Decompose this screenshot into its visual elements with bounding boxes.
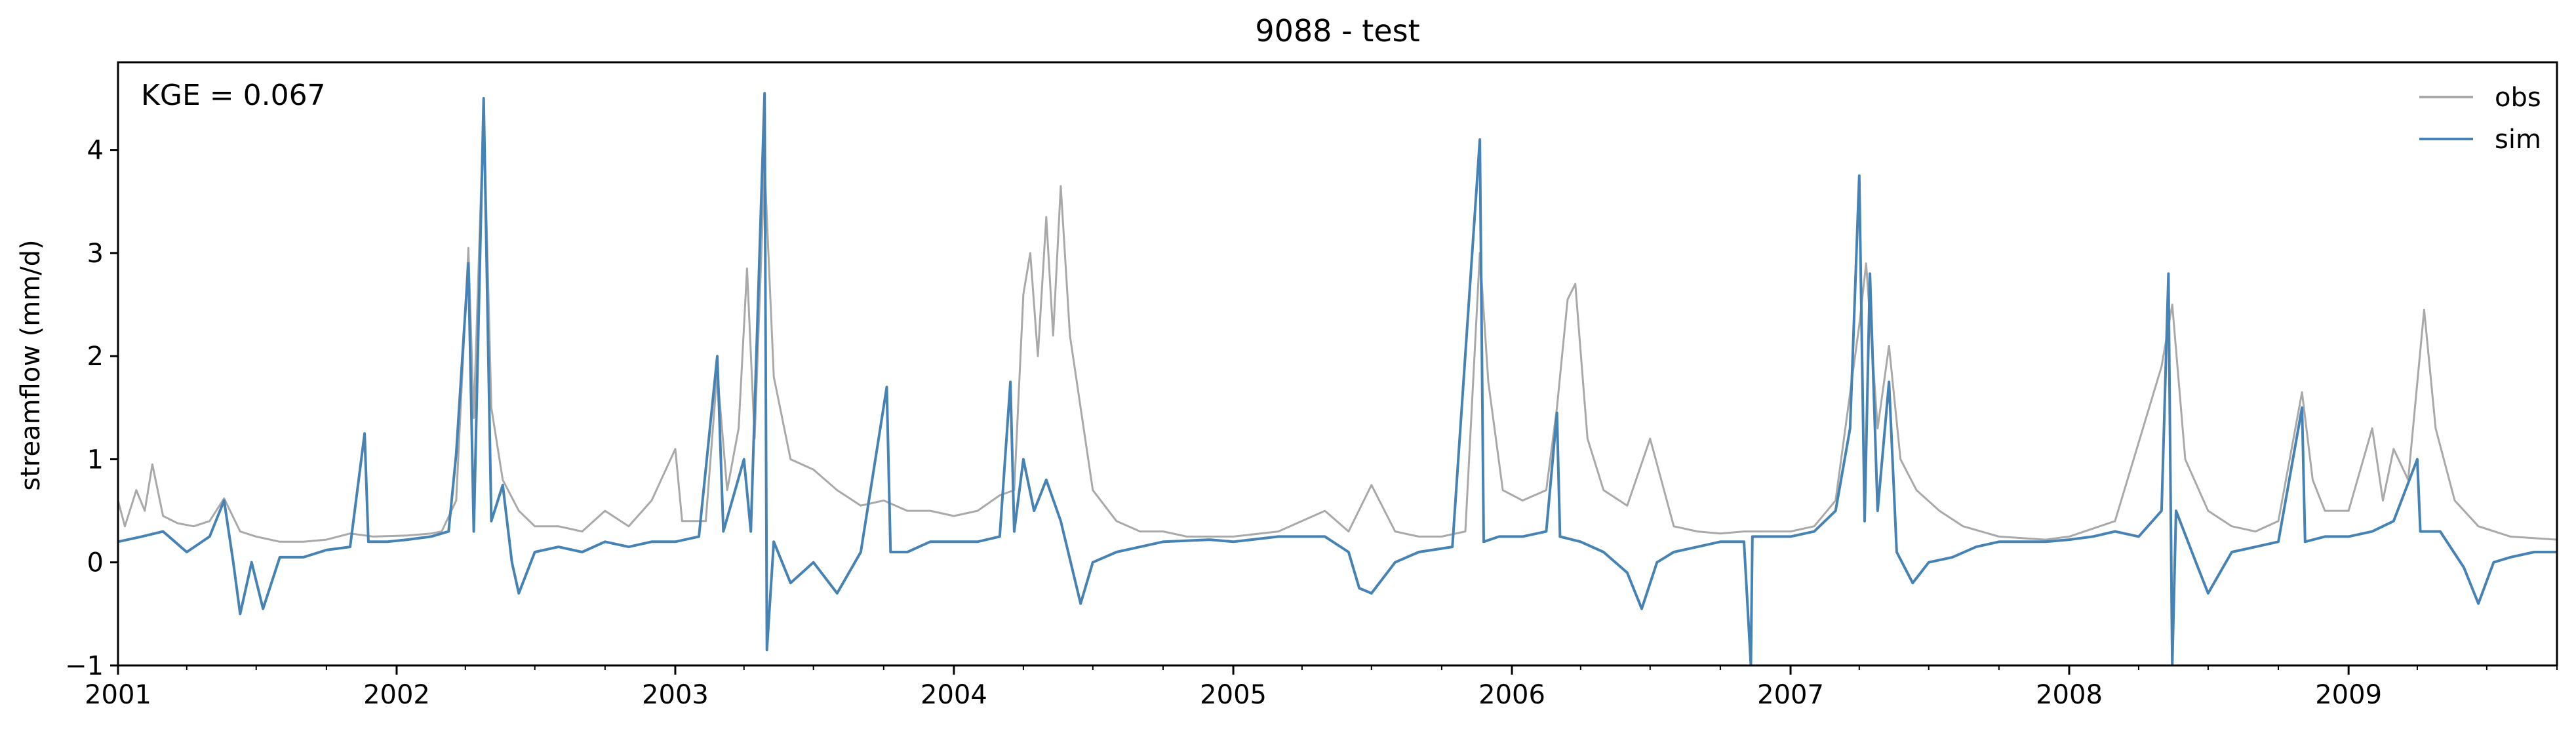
x-tick-label: 2004 (921, 680, 987, 710)
legend-label-sim: sim (2495, 125, 2541, 155)
y-tick-label: 2 (87, 342, 104, 372)
series-layer (118, 92, 2557, 665)
legend-label-obs: obs (2495, 83, 2541, 113)
y-tick-label: 0 (87, 548, 104, 578)
x-tick-label: 2009 (2315, 680, 2382, 710)
y-tick-label: −1 (65, 651, 104, 681)
x-axis: 2001 2002 2003 2004 2005 2006 2007 2008 2009 (85, 665, 2558, 710)
y-tick-label: 3 (87, 239, 104, 269)
y-axis: −1 0 1 2 3 4 (65, 136, 118, 681)
kge-annotation: KGE = 0.067 (141, 79, 326, 112)
chart-title: 9088 - test (1255, 13, 1419, 49)
plot-frame (117, 61, 2558, 667)
y-tick-label: 1 (87, 445, 104, 475)
x-tick-label: 2007 (1757, 680, 1824, 710)
legend: obs sim (2419, 83, 2541, 155)
series-line-sim (118, 92, 2557, 665)
x-tick-label: 2003 (642, 680, 709, 710)
x-tick-label: 2005 (1200, 680, 1267, 710)
y-tick-label: 4 (87, 136, 104, 166)
x-tick-label: 2008 (2036, 680, 2103, 710)
y-axis-label: streamflow (mm/d) (16, 239, 46, 490)
x-tick-label: 2006 (1478, 680, 1545, 710)
x-tick-label: 2002 (363, 680, 430, 710)
plot-area (117, 61, 2558, 667)
x-tick-label: 2001 (85, 680, 151, 710)
